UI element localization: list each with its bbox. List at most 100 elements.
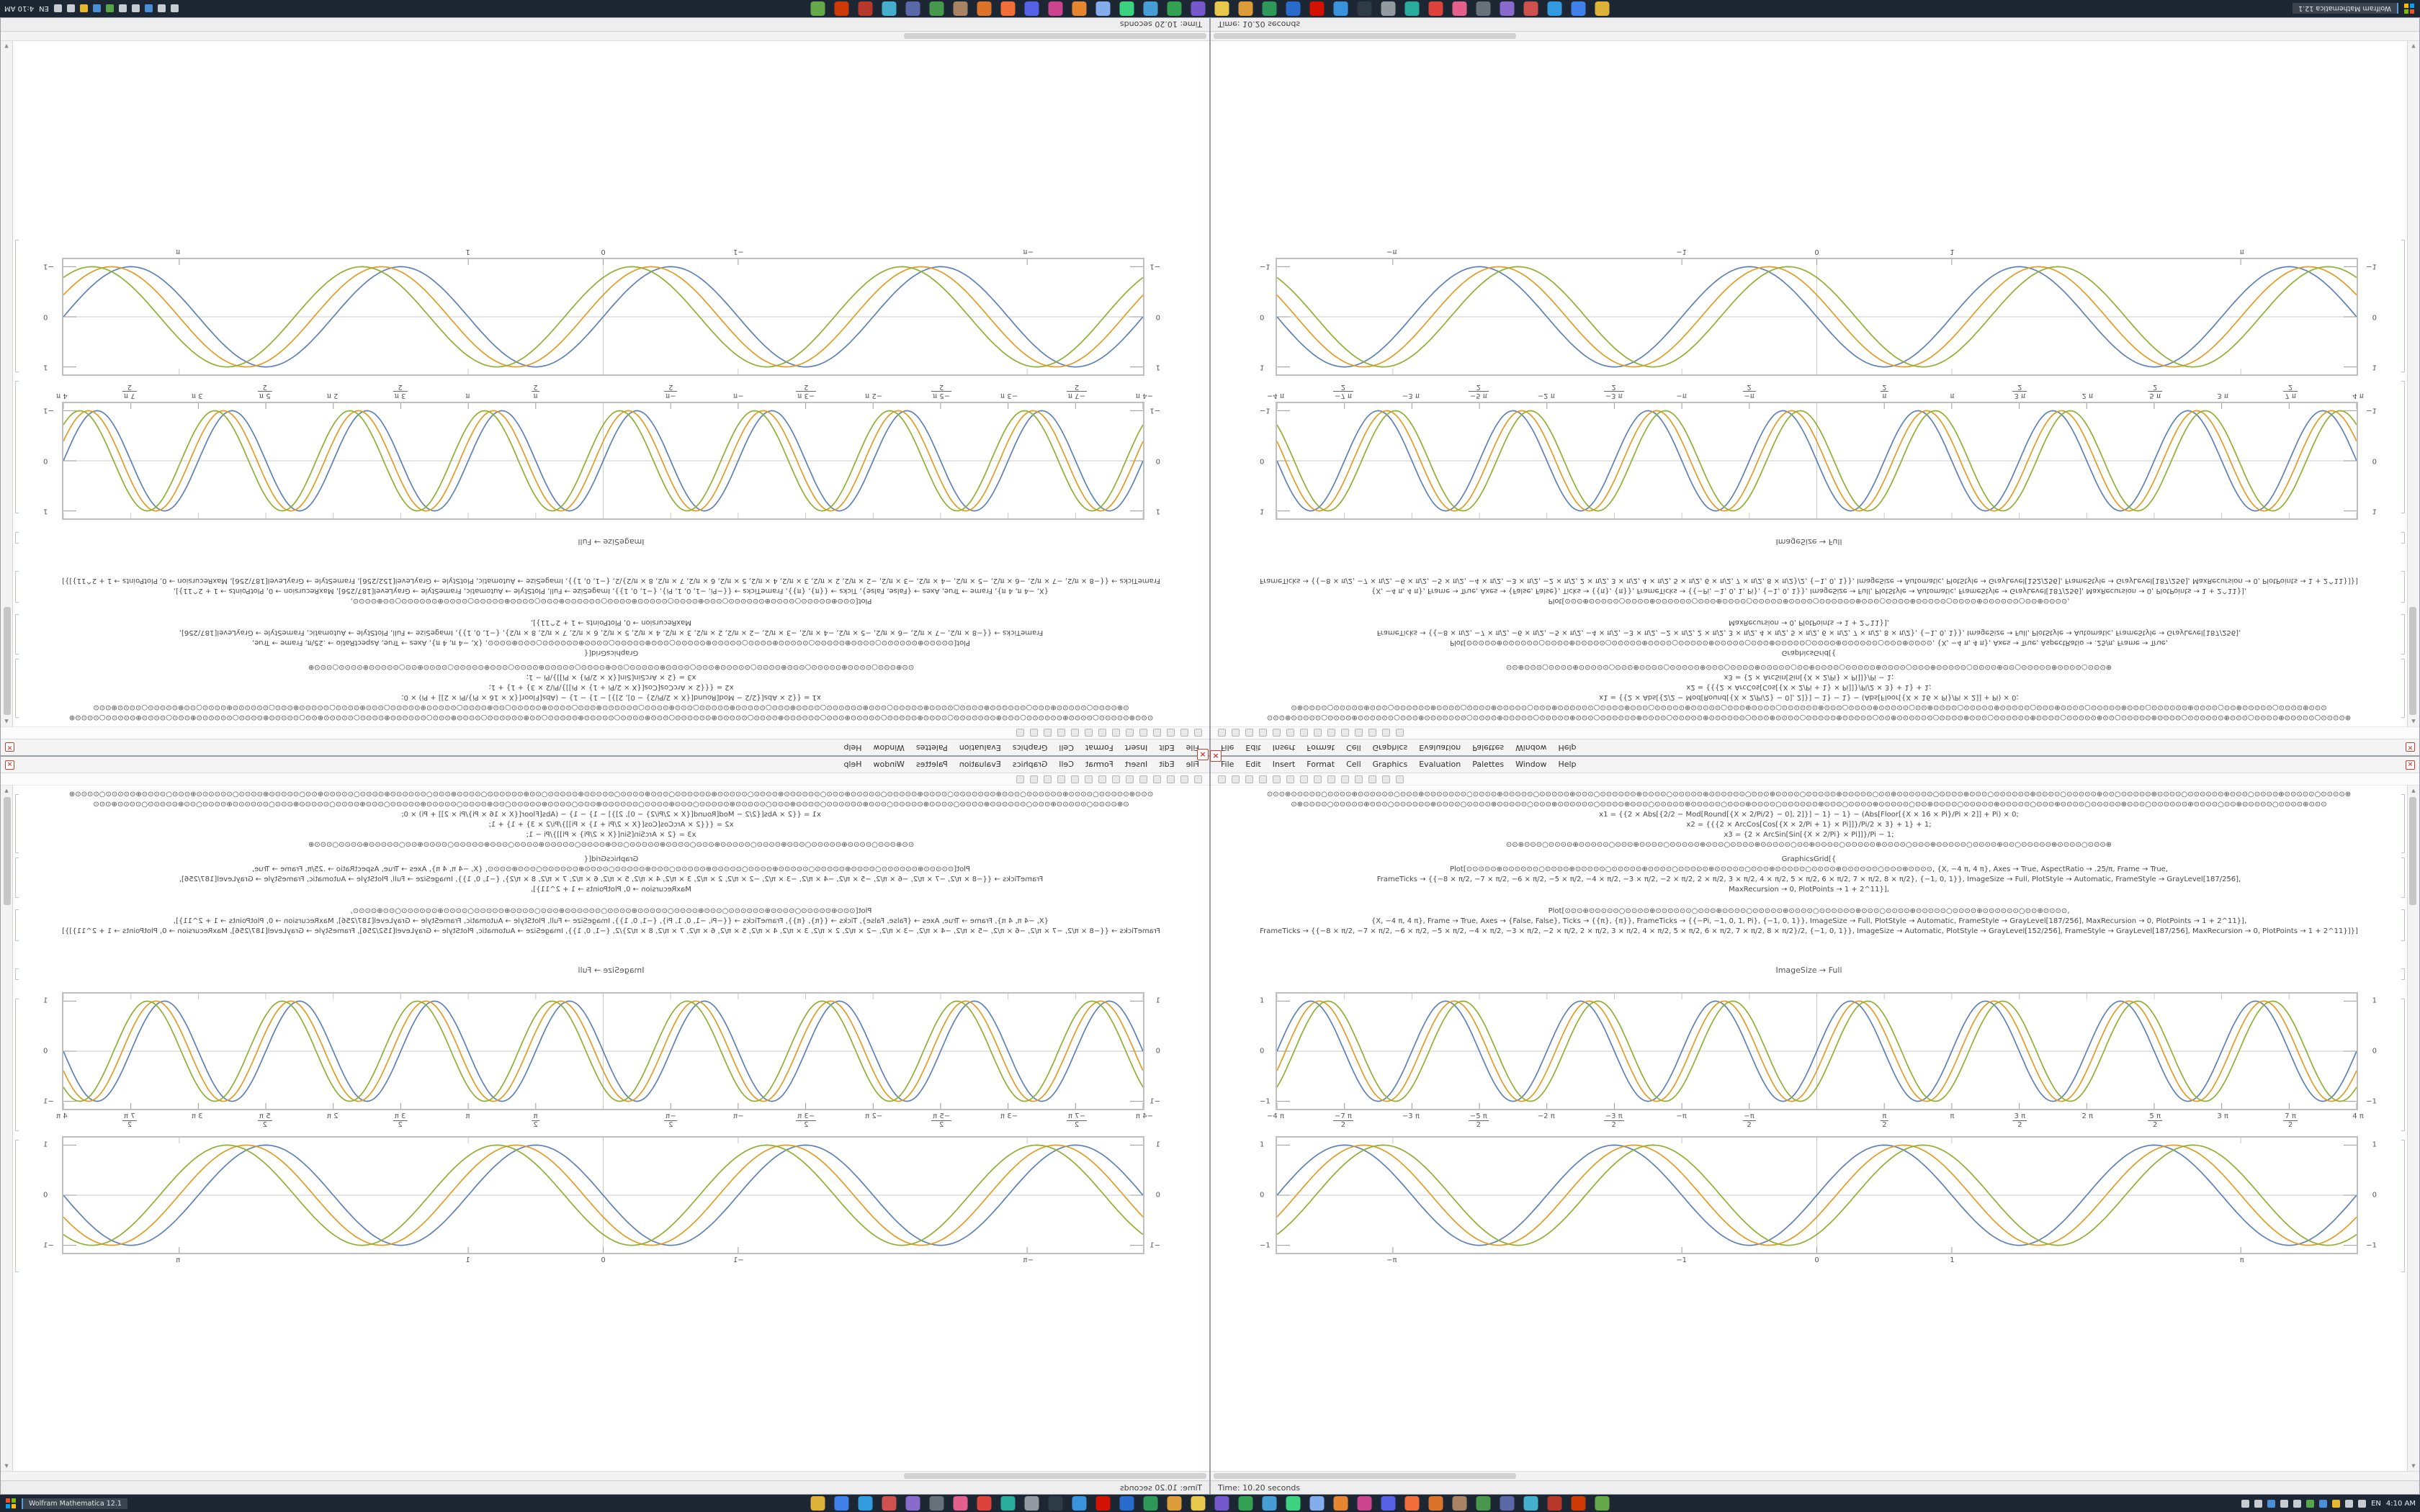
- toolbar-zoom-out-button[interactable]: [1057, 729, 1065, 737]
- toolbar-copy-button[interactable]: [1286, 729, 1294, 737]
- menu-graphics[interactable]: Graphics: [1372, 743, 1408, 752]
- tray-icon-clock-sync[interactable]: [2345, 1499, 2354, 1508]
- tray-icon-chevron-up[interactable]: [2241, 1499, 2250, 1508]
- toolbar-undo-button[interactable]: [1098, 775, 1106, 783]
- taskbar-icon-archive[interactable]: [1452, 1496, 1467, 1511]
- menu-format[interactable]: Format: [1085, 760, 1113, 769]
- toolbar-options-button[interactable]: [1030, 729, 1038, 737]
- menu-window[interactable]: Window: [873, 760, 905, 769]
- tray-clock[interactable]: 4:10 AM: [4, 4, 35, 13]
- taskbar-icon-paint[interactable]: [1357, 1496, 1372, 1511]
- toolbar-print-button[interactable]: [1259, 729, 1267, 737]
- menu-window[interactable]: Window: [1515, 760, 1547, 769]
- taskbar-window-button[interactable]: Wolfram Mathematica 12.1: [2293, 3, 2398, 14]
- menu-edit[interactable]: Edit: [1245, 760, 1261, 769]
- tray-icon-update[interactable]: [2332, 1499, 2341, 1508]
- scroll-down-icon[interactable]: ▼: [2411, 1463, 2416, 1469]
- code-cell-plot-2[interactable]: Plot[⊙⊙⊙⊕⊙⊙⊙⊙⊙○⊙⊙⊙⊙⊕⊙⊙⊙⊙⊙⊙○⊙⊙⊙⊕⊙⊙⊙⊙○⊙⊙⊙⊙…: [1228, 575, 2390, 606]
- taskbar-icon-paint[interactable]: [1048, 1, 1063, 16]
- code-line-definitions[interactable]: x2 = {{{2 × ArcCos[Cos[{X × 2/Pi + 1} × …: [488, 683, 734, 691]
- toolbar-zoom-in-button[interactable]: [1368, 775, 1376, 783]
- taskbar-icon-code-editor[interactable]: [1333, 1, 1348, 16]
- taskbar-icon-video[interactable]: [977, 1496, 992, 1511]
- toolbar-help-button[interactable]: [1016, 729, 1024, 737]
- taskbar-icon-terminal[interactable]: [1357, 1, 1372, 16]
- taskbar-icon-camera[interactable]: [929, 1496, 944, 1511]
- cell-bracket[interactable]: [2401, 571, 2405, 603]
- cell-bracket[interactable]: [15, 1140, 19, 1272]
- toolbar-new-button[interactable]: [1218, 729, 1226, 737]
- cell-bracket[interactable]: [2401, 240, 2405, 372]
- toolbar-paste-button[interactable]: [1300, 729, 1308, 737]
- toolbar-copy-button[interactable]: [1286, 775, 1294, 783]
- tray-icon-pin[interactable]: [53, 4, 62, 13]
- vertical-scrollbar[interactable]: ▲ ▼: [1, 41, 13, 726]
- code-line-definitions[interactable]: x3 = {2 × ArcSin[Sin[{X × 2/Pi} × Pi]]}/…: [526, 831, 696, 839]
- close-icon[interactable]: ×: [1197, 749, 1209, 760]
- code-line-definitions[interactable]: x1 = {{2 × Abs[{2/2 − Mod[Round[{X × 2/P…: [401, 811, 821, 819]
- code-cell-plot-2[interactable]: Plot[⊙⊙⊙⊕⊙⊙⊙⊙⊙○⊙⊙⊙⊙⊕⊙⊙⊙⊙⊙⊙○⊙⊙⊙⊕⊙⊙⊙⊙○⊙⊙⊙⊙…: [1228, 906, 2390, 937]
- toolbar-zoom-out-button[interactable]: [1057, 775, 1065, 783]
- scrollbar-thumb[interactable]: [4, 797, 11, 905]
- tray-clock[interactable]: 4:10 AM: [2385, 1499, 2416, 1508]
- taskbar-icon-cloud[interactable]: [1262, 1496, 1277, 1511]
- toolbar-save-button[interactable]: [1245, 729, 1253, 737]
- menu-window[interactable]: Window: [873, 743, 905, 752]
- horizontal-scrollbar-thumb[interactable]: [904, 33, 1206, 39]
- taskbar-icon-cloud[interactable]: [1143, 1, 1158, 16]
- toolbar-redo-button[interactable]: [1085, 729, 1093, 737]
- scrollbar-thumb[interactable]: [4, 607, 11, 715]
- scroll-up-icon[interactable]: ▲: [4, 788, 9, 793]
- code-cell-plot-2[interactable]: Plot[⊙⊙⊙⊕⊙⊙⊙⊙⊙○⊙⊙⊙⊙⊕⊙⊙⊙⊙⊙⊙○⊙⊙⊙⊕⊙⊙⊙⊙○⊙⊙⊙⊙…: [30, 906, 1192, 937]
- code-cell-definitions[interactable]: ⊙⊙⊙⊕⊙⊙⊙⊙⊙○⊙⊙⊙⊙⊕⊙⊙⊙⊙⊙⊙○⊙⊙⊙⊕⊙⊙⊙⊙⊙⊙⊙○⊙⊙⊙⊙⊕⊙…: [1228, 790, 2390, 850]
- menu-palettes[interactable]: Palettes: [915, 743, 948, 752]
- cell-bracket[interactable]: [2401, 794, 2405, 853]
- tray-icon-bluetooth[interactable]: [2319, 1499, 2328, 1508]
- taskbar-icon-help-app[interactable]: [1595, 1496, 1610, 1511]
- code-line-definitions[interactable]: ⊙⊙⊕⊙⊙⊙○⊙⊙⊙⊙⊕⊙⊙⊙⊙⊙○⊙⊙⊙⊕⊙⊙⊙⊙○⊙⊙⊙⊙⊙⊕⊙⊙⊙○⊙⊙⊙…: [308, 841, 915, 849]
- taskbar-icon-notes[interactable]: [1191, 1496, 1206, 1511]
- scrollbar-thumb[interactable]: [2409, 797, 2416, 905]
- tray-icon-volume[interactable]: [2280, 1499, 2289, 1508]
- code-line-plot-2[interactable]: FrameTicks → {{−8 × π/2, −7 × π/2, −6 × …: [1260, 577, 2358, 585]
- scroll-down-icon[interactable]: ▼: [4, 1463, 9, 1469]
- toolbar-zoom-in-button[interactable]: [1044, 729, 1052, 737]
- code-line-plot-2[interactable]: Plot[⊙⊙⊙⊕⊙⊙⊙⊙⊙○⊙⊙⊙⊙⊕⊙⊙⊙⊙⊙⊙○⊙⊙⊙⊕⊙⊙⊙⊙○⊙⊙⊙⊙…: [350, 907, 872, 915]
- toolbar-print-button[interactable]: [1153, 729, 1161, 737]
- menu-insert[interactable]: Insert: [1124, 743, 1148, 752]
- menu-cell[interactable]: Cell: [1346, 760, 1361, 769]
- toolbar-zoom-in-button[interactable]: [1368, 729, 1376, 737]
- toolbar-copy-button[interactable]: [1126, 775, 1134, 783]
- code-line-plot-1[interactable]: MaxRecursion → 0, PlotPoints → 1 + 2^11}…: [531, 618, 691, 626]
- vertical-scrollbar[interactable]: ▲ ▼: [2407, 41, 2419, 726]
- taskbar-icon-media-player[interactable]: [1428, 1496, 1443, 1511]
- toolbar-print-button[interactable]: [1259, 775, 1267, 783]
- toolbar-save-button[interactable]: [1167, 775, 1175, 783]
- code-cell-definitions[interactable]: ⊙⊙⊙⊕⊙⊙⊙⊙⊙○⊙⊙⊙⊙⊕⊙⊙⊙⊙⊙⊙○⊙⊙⊙⊕⊙⊙⊙⊙⊙⊙⊙○⊙⊙⊙⊙⊕⊙…: [30, 662, 1192, 722]
- menu-help[interactable]: Help: [843, 760, 862, 769]
- menu-graphics[interactable]: Graphics: [1012, 743, 1048, 752]
- code-line-plot-2[interactable]: Plot[⊙⊙⊙⊕⊙⊙⊙⊙⊙○⊙⊙⊙⊙⊕⊙⊙⊙⊙⊙⊙○⊙⊙⊙⊕⊙⊙⊙⊙○⊙⊙⊙⊙…: [350, 597, 872, 605]
- toolbar-help-button[interactable]: [1016, 775, 1024, 783]
- code-line-plot-2[interactable]: {X, −4 π, 4 π}, Frame → True, Axes → {Fa…: [173, 917, 1049, 925]
- tray-icon-defender[interactable]: [144, 4, 153, 13]
- taskbar-icon-news[interactable]: [1547, 1496, 1562, 1511]
- taskbar-icon-mail[interactable]: [858, 1496, 873, 1511]
- graphics-grid-code-line[interactable]: GraphicsGrid[{: [583, 649, 639, 657]
- code-line-definitions[interactable]: x1 = {{2 × Abs[{2/2 − Mod[Round[{X × 2/P…: [1599, 693, 2019, 701]
- cell-bracket[interactable]: [15, 999, 19, 1131]
- taskbar-icon-music[interactable]: [1452, 1, 1467, 16]
- taskbar-icon-music[interactable]: [953, 1496, 968, 1511]
- start-button[interactable]: [4, 1497, 17, 1510]
- taskbar-icon-mail[interactable]: [1547, 1, 1562, 16]
- horizontal-scrollbar-thumb[interactable]: [904, 1473, 1206, 1479]
- code-line-definitions[interactable]: x1 = {{2 × Abs[{2/2 − Mod[Round[{X × 2/P…: [1599, 811, 2019, 819]
- toolbar-options-button[interactable]: [1382, 729, 1390, 737]
- taskbar-icon-office[interactable]: [1571, 1496, 1586, 1511]
- code-line-plot-1[interactable]: FrameTicks → {{−8 × π/2, −7 × π/2, −6 × …: [179, 629, 1044, 636]
- code-line-definitions[interactable]: x1 = {{2 × Abs[{2/2 − Mod[Round[{X × 2/P…: [401, 693, 821, 701]
- toolbar-redo-button[interactable]: [1085, 775, 1093, 783]
- taskbar-icon-photos[interactable]: [905, 1496, 920, 1511]
- vertical-scrollbar[interactable]: ▲ ▼: [2407, 786, 2419, 1471]
- cell-bracket[interactable]: [15, 909, 19, 941]
